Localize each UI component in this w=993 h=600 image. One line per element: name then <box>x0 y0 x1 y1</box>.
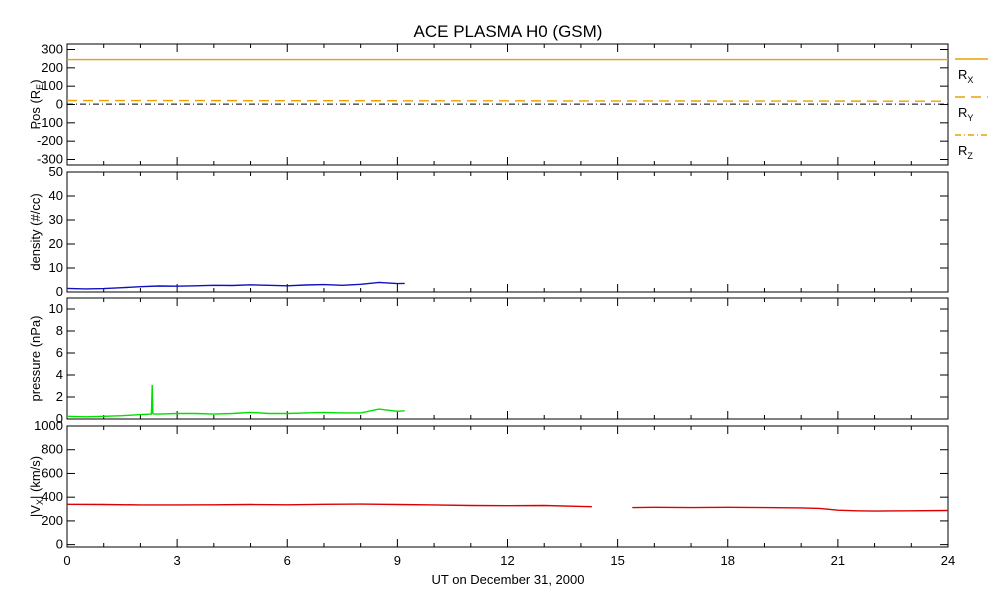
x-axis-label: UT on December 31, 2000 <box>432 572 585 587</box>
panel-frame <box>66 297 949 420</box>
legend-label-rx: RX <box>958 67 973 85</box>
y-tick-label: 0 <box>56 284 63 299</box>
y-axis-label: pressure (nPa) <box>28 316 43 402</box>
series-line-vx-0 <box>66 503 592 508</box>
y-axis-label: Pos (RE) <box>28 79 45 129</box>
x-tick-label: 12 <box>500 553 514 568</box>
y-tick-label: 2 <box>56 389 63 404</box>
y-axis-label: |VX| (km/s) <box>28 456 45 517</box>
y-tick-label: 0 <box>56 537 63 552</box>
panel-frame <box>66 425 949 548</box>
y-tick-label: 30 <box>49 212 63 227</box>
legend-label-ry: RY <box>958 105 973 123</box>
y-tick-label: 6 <box>56 345 63 360</box>
y-tick-label: 8 <box>56 323 63 338</box>
panel-frame <box>66 171 949 293</box>
y-tick-label: -200 <box>37 133 63 148</box>
x-tick-label: 18 <box>721 553 735 568</box>
y-axis-label: density (#/cc) <box>28 193 43 270</box>
legend-label-rz: RZ <box>958 143 973 161</box>
series-line-vx-1 <box>632 506 949 512</box>
y-tick-label: 800 <box>41 442 63 457</box>
x-tick-label: 6 <box>284 553 291 568</box>
legend-layer: RX RY RZ <box>955 58 988 161</box>
y-tick-label: 100 <box>41 78 63 93</box>
panel-density: 0 10 20 30 40 50 density (#/cc) <box>28 164 949 299</box>
y-tick-label: 400 <box>41 489 63 504</box>
y-tick-label: 40 <box>49 188 63 203</box>
chart-title: ACE PLASMA H0 (GSM) <box>414 22 603 41</box>
panel-pos: -300 -200 -100 0 100 200 300 Pos (RE) <box>28 42 949 167</box>
y-tick-label: 4 <box>56 367 63 382</box>
x-tick-label: 9 <box>394 553 401 568</box>
y-tick-label: 10 <box>49 260 63 275</box>
x-tick-label: 0 <box>63 553 70 568</box>
y-tick-label: 50 <box>49 164 63 179</box>
x-tick-label: 21 <box>831 553 845 568</box>
series-line-pressure-0 <box>66 384 405 418</box>
y-tick-label: 1000 <box>34 418 63 433</box>
y-tick-label: 200 <box>41 60 63 75</box>
y-tick-label: 10 <box>49 301 63 316</box>
y-tick-label: 200 <box>41 513 63 528</box>
x-tick-label: 3 <box>174 553 181 568</box>
x-tick-label: 15 <box>610 553 624 568</box>
panel-vx: 0 200 400 600 800 1000 |VX| (km/s) <box>28 418 949 552</box>
x-tick-label: 24 <box>941 553 955 568</box>
series-line-pos-ry <box>66 99 949 102</box>
y-tick-label: 300 <box>41 42 63 57</box>
y-tick-label: 0 <box>56 97 63 112</box>
y-tick-label: 600 <box>41 465 63 480</box>
series-line-density-0 <box>66 281 405 290</box>
y-tick-label: -100 <box>37 115 63 130</box>
y-tick-label: -300 <box>37 152 63 167</box>
panel-pressure: 0 2 4 6 8 10 pressure (nPa) <box>28 297 949 426</box>
y-tick-label: 20 <box>49 236 63 251</box>
y-tick-label: 0 <box>56 411 63 426</box>
